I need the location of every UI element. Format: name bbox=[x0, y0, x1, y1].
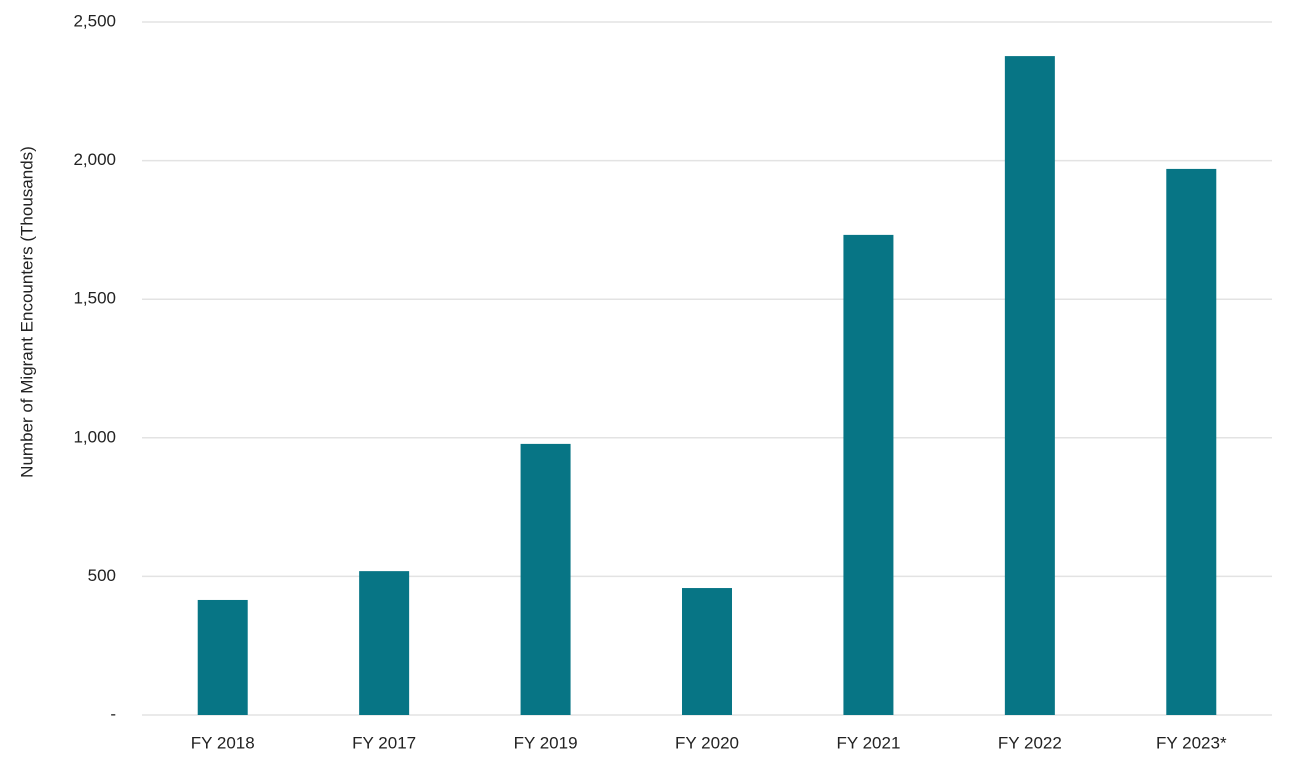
x-tick-label: FY 2019 bbox=[514, 733, 578, 752]
y-tick-label: 1,000 bbox=[73, 427, 116, 446]
y-tick-label: 500 bbox=[88, 566, 116, 585]
x-tick-label: FY 2020 bbox=[675, 733, 739, 752]
bar bbox=[682, 588, 732, 715]
bar bbox=[520, 443, 571, 715]
x-tick-label: FY 2017 bbox=[352, 733, 416, 752]
bar bbox=[1166, 168, 1217, 715]
y-tick-label: 2,000 bbox=[73, 150, 116, 169]
y-tick-label: - bbox=[110, 704, 116, 723]
bar bbox=[843, 234, 894, 716]
y-axis-title: Number of Migrant Encounters (Thousands) bbox=[17, 146, 36, 478]
bar bbox=[197, 599, 248, 715]
bar bbox=[359, 571, 410, 715]
x-tick-label: FY 2023* bbox=[1156, 733, 1227, 752]
x-tick-label: FY 2018 bbox=[191, 733, 255, 752]
bar bbox=[1004, 56, 1055, 716]
y-tick-label: 2,500 bbox=[73, 11, 116, 30]
y-tick-label: 1,500 bbox=[73, 289, 116, 308]
x-tick-label: FY 2021 bbox=[836, 733, 900, 752]
x-tick-label: FY 2022 bbox=[998, 733, 1062, 752]
